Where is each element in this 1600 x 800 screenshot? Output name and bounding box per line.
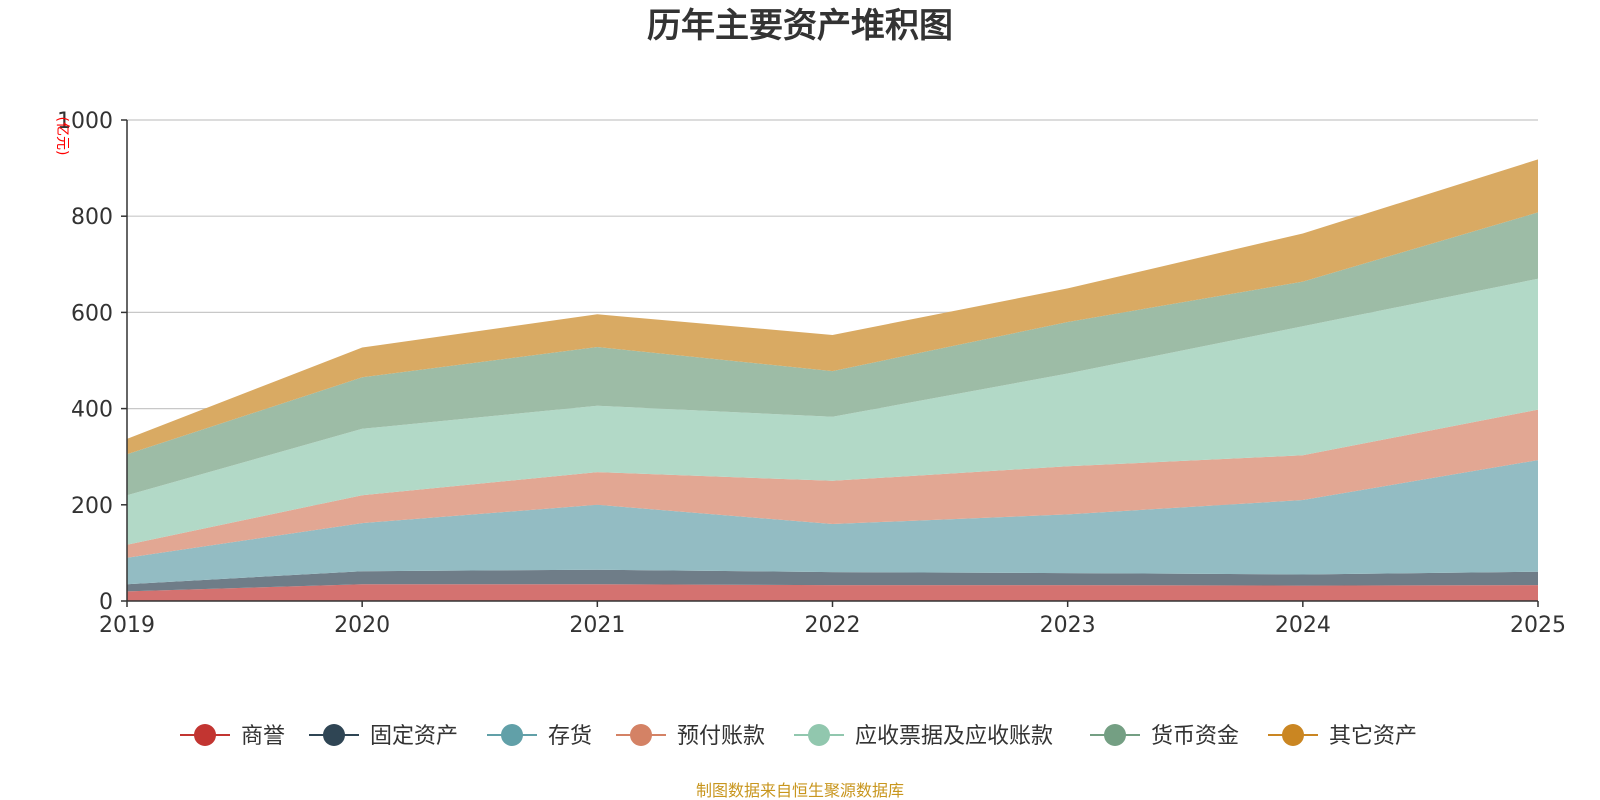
y-tick-label: 600	[71, 301, 113, 326]
x-tick-label: 2019	[99, 613, 155, 638]
legend-marker	[501, 724, 523, 746]
legend-label: 存货	[548, 724, 592, 749]
legend-item-6[interactable]: 其它资产	[1268, 724, 1417, 749]
legend-label: 其它资产	[1329, 724, 1417, 749]
y-tick-label: 1000	[57, 109, 113, 134]
legend-label: 货币资金	[1151, 724, 1239, 749]
y-axis-unit-label: (亿元)	[54, 117, 70, 156]
axis-layer: 0 200 400 600 800 1000 2019 2020 2021 2022 2023 202…	[57, 109, 1566, 638]
legend-label: 商誉	[241, 724, 285, 749]
x-tick-label: 2025	[1510, 613, 1566, 638]
legend-item-5[interactable]: 货币资金	[1090, 724, 1239, 749]
x-tick-label: 2024	[1275, 613, 1331, 638]
legend: 商誉 固定资产 存货 预付账款 应收票据及应收账款 货币资金 其它资产	[180, 724, 1417, 749]
y-tick-label: 0	[99, 590, 113, 615]
area-layer	[127, 159, 1538, 601]
legend-marker	[194, 724, 216, 746]
legend-item-3[interactable]: 预付账款	[616, 724, 765, 749]
area-series-3	[127, 409, 1538, 558]
legend-marker	[1282, 724, 1304, 746]
legend-marker	[323, 724, 345, 746]
legend-marker	[1104, 724, 1126, 746]
y-tick-label: 800	[71, 205, 113, 230]
legend-item-2[interactable]: 存货	[487, 724, 592, 749]
data-source-note: 制图数据来自恒生聚源数据库	[696, 781, 904, 800]
x-tick-label: 2023	[1040, 613, 1096, 638]
legend-marker	[808, 724, 830, 746]
legend-marker	[630, 724, 652, 746]
legend-label: 应收票据及应收账款	[855, 724, 1053, 749]
area-series-2	[127, 460, 1538, 585]
area-series-1	[127, 569, 1538, 592]
legend-label: 固定资产	[370, 724, 458, 749]
legend-item-0[interactable]: 商誉	[180, 724, 285, 749]
legend-item-1[interactable]: 固定资产	[309, 724, 458, 749]
area-series-0	[127, 584, 1538, 601]
legend-label: 预付账款	[677, 724, 765, 749]
x-tick-label: 2020	[334, 613, 390, 638]
x-tick-label: 2022	[805, 613, 861, 638]
y-tick-label: 200	[71, 494, 113, 519]
legend-item-4[interactable]: 应收票据及应收账款	[794, 724, 1053, 749]
y-tick-label: 400	[71, 398, 113, 423]
x-tick-label: 2021	[569, 613, 625, 638]
chart-title: 历年主要资产堆积图	[647, 6, 953, 46]
area-series-4	[127, 278, 1538, 545]
